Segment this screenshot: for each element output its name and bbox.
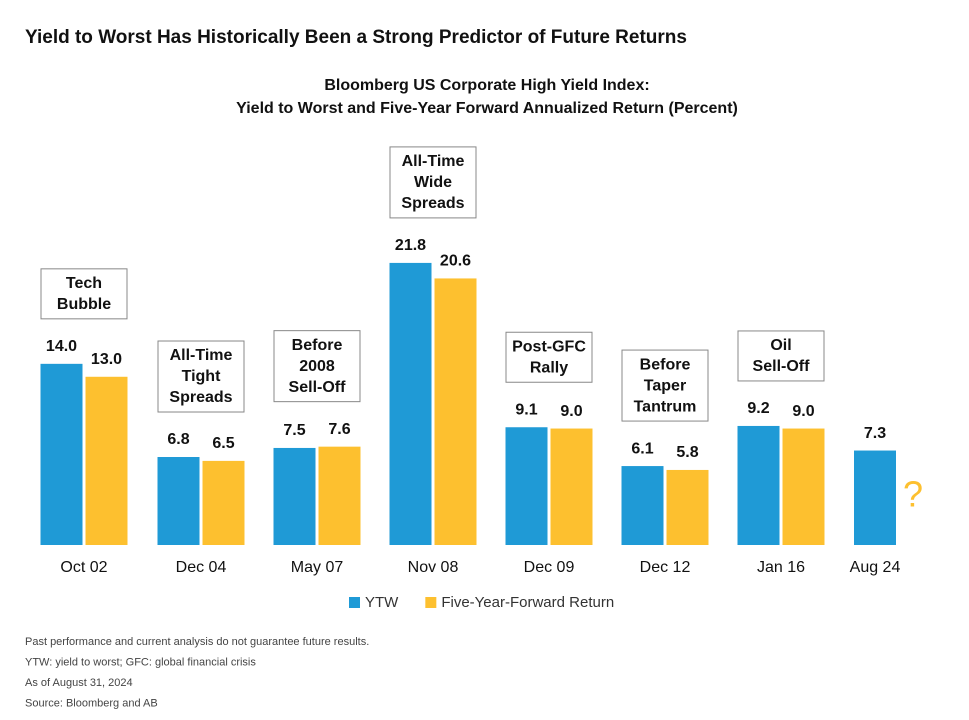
bar	[389, 262, 432, 545]
annotation-text: Before	[292, 337, 343, 354]
legend-swatch	[349, 597, 360, 608]
chart-subtitle: Bloomberg US Corporate High Yield Index:	[324, 77, 649, 94]
bar	[273, 447, 316, 545]
footnote: Past performance and current analysis do…	[25, 636, 369, 648]
annotation-box	[40, 268, 128, 320]
value-label: 7.3	[864, 425, 886, 442]
annotation-text: Rally	[530, 359, 568, 376]
unknown-marker: ?	[903, 474, 923, 515]
annotation-text: Sell-Off	[289, 379, 347, 396]
value-label: 14.0	[46, 338, 77, 355]
x-tick-label: Aug 24	[850, 559, 901, 576]
x-tick-label: Dec 09	[524, 559, 575, 576]
footnote: As of August 31, 2024	[25, 677, 133, 689]
bar	[202, 460, 245, 545]
annotation-text: Taper	[644, 377, 686, 394]
bar	[157, 457, 200, 545]
annotation-text: Post-GFC	[512, 338, 586, 355]
x-tick-label: Oct 02	[60, 559, 107, 576]
value-label: 13.0	[91, 351, 122, 368]
value-label: 9.1	[515, 401, 537, 418]
bar	[85, 376, 128, 545]
annotation-box	[389, 146, 477, 219]
annotation-box	[273, 330, 361, 403]
value-label: 5.8	[676, 444, 698, 461]
footnote: Source: Bloomberg and AB	[25, 697, 158, 709]
x-tick-label: Jan 16	[757, 559, 805, 576]
value-label: 6.5	[212, 435, 234, 452]
annotation-text: Spreads	[169, 389, 232, 406]
value-label: 21.8	[395, 237, 426, 254]
annotation-box	[157, 340, 245, 413]
bar	[550, 428, 593, 545]
bar	[40, 363, 83, 545]
value-label: 6.1	[631, 440, 653, 457]
bar	[434, 278, 477, 545]
x-tick-label: Dec 12	[640, 559, 691, 576]
annotation-text: Tight	[182, 368, 221, 385]
annotation-text: Tantrum	[634, 398, 697, 415]
legend-label: YTW	[365, 594, 399, 611]
chart-title: Yield to Worst Has Historically Been a S…	[25, 27, 687, 48]
annotation-text: Before	[640, 356, 691, 373]
value-label: 9.2	[747, 400, 769, 417]
chart-subtitle: Yield to Worst and Five-Year Forward Ann…	[236, 100, 738, 117]
annotation-text: Sell-Off	[753, 358, 811, 375]
annotation-box	[737, 330, 825, 382]
annotation-box	[505, 331, 593, 383]
bar	[782, 428, 825, 545]
bar	[505, 427, 548, 545]
annotation-text: Wide	[414, 174, 452, 191]
annotation-text: All-Time	[402, 153, 465, 170]
annotation-box	[621, 349, 709, 422]
value-label: 7.6	[328, 421, 350, 438]
bar	[737, 425, 780, 545]
legend-swatch	[425, 597, 437, 608]
value-label: 20.6	[440, 253, 471, 270]
annotation-text: Bubble	[57, 296, 111, 313]
value-label: 6.8	[167, 431, 189, 448]
bar	[666, 469, 709, 545]
annotation-text: All-Time	[170, 347, 233, 364]
bar	[854, 450, 896, 545]
value-label: 7.5	[283, 422, 305, 439]
value-label: 9.0	[792, 403, 814, 420]
footnote: YTW: yield to worst; GFC: global financi…	[25, 656, 256, 668]
bar	[318, 446, 361, 545]
annotation-text: Tech	[66, 275, 102, 292]
bar	[621, 466, 664, 545]
value-label: 9.0	[560, 403, 582, 420]
x-tick-label: Dec 04	[176, 559, 227, 576]
annotation-text: Oil	[770, 337, 791, 354]
x-tick-label: May 07	[291, 559, 344, 576]
legend-label: Five-Year-Forward Return	[441, 594, 614, 611]
x-tick-label: Nov 08	[408, 559, 459, 576]
annotation-text: Spreads	[401, 195, 464, 212]
annotation-text: 2008	[299, 358, 335, 375]
